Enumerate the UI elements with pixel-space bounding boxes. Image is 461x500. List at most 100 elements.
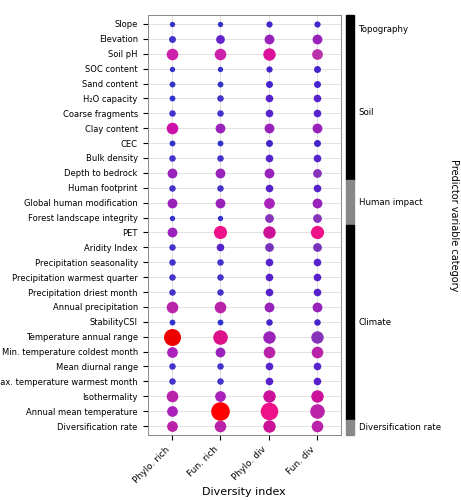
Point	[168, 214, 175, 222]
Point	[313, 362, 321, 370]
Point	[313, 94, 321, 102]
Point	[217, 64, 224, 72]
Point	[313, 214, 321, 222]
Point	[217, 50, 224, 58]
Point	[313, 332, 321, 340]
Point	[313, 318, 321, 326]
Point	[217, 80, 224, 88]
Point	[217, 154, 224, 162]
Point	[168, 332, 175, 340]
Point	[265, 214, 272, 222]
Point	[168, 94, 175, 102]
Point	[265, 154, 272, 162]
Point	[313, 50, 321, 58]
Point	[265, 20, 272, 28]
Text: Diversification rate: Diversification rate	[359, 423, 441, 432]
Point	[168, 35, 175, 43]
Point	[265, 244, 272, 252]
Point	[313, 303, 321, 311]
Point	[265, 258, 272, 266]
Point	[168, 258, 175, 266]
Point	[265, 378, 272, 386]
Point	[313, 258, 321, 266]
Point	[265, 124, 272, 132]
Point	[168, 80, 175, 88]
Point	[313, 35, 321, 43]
Point	[168, 362, 175, 370]
Point	[217, 244, 224, 252]
Point	[313, 139, 321, 147]
Point	[168, 273, 175, 281]
Point	[217, 362, 224, 370]
Point	[265, 362, 272, 370]
Point	[217, 273, 224, 281]
Point	[168, 244, 175, 252]
Point	[265, 228, 272, 236]
Point	[168, 392, 175, 400]
Point	[313, 244, 321, 252]
Point	[265, 35, 272, 43]
Point	[313, 110, 321, 118]
Text: Predictor variable category: Predictor variable category	[449, 159, 459, 291]
Point	[168, 110, 175, 118]
Point	[217, 318, 224, 326]
Point	[265, 198, 272, 206]
Point	[313, 124, 321, 132]
Point	[265, 139, 272, 147]
Point	[168, 50, 175, 58]
Point	[168, 288, 175, 296]
Point	[168, 228, 175, 236]
Point	[217, 198, 224, 206]
Point	[265, 184, 272, 192]
Point	[217, 378, 224, 386]
Point	[168, 139, 175, 147]
Point	[265, 348, 272, 356]
Point	[217, 94, 224, 102]
Point	[313, 64, 321, 72]
Point	[217, 348, 224, 356]
Point	[313, 184, 321, 192]
Point	[168, 169, 175, 177]
Point	[168, 124, 175, 132]
Point	[313, 378, 321, 386]
Point	[313, 273, 321, 281]
Point	[168, 184, 175, 192]
Point	[168, 422, 175, 430]
Point	[217, 258, 224, 266]
Point	[313, 80, 321, 88]
Point	[265, 273, 272, 281]
Point	[217, 228, 224, 236]
Point	[265, 94, 272, 102]
Point	[217, 110, 224, 118]
Point	[168, 318, 175, 326]
Point	[217, 392, 224, 400]
Point	[313, 198, 321, 206]
Point	[168, 348, 175, 356]
Point	[217, 303, 224, 311]
Point	[265, 407, 272, 415]
Point	[313, 422, 321, 430]
Point	[168, 20, 175, 28]
X-axis label: Diversity index: Diversity index	[202, 488, 286, 498]
Text: Human impact: Human impact	[359, 198, 422, 207]
Point	[168, 154, 175, 162]
Point	[217, 407, 224, 415]
Point	[217, 20, 224, 28]
Point	[265, 80, 272, 88]
Point	[313, 228, 321, 236]
Point	[265, 288, 272, 296]
Point	[265, 318, 272, 326]
Point	[217, 184, 224, 192]
Point	[168, 303, 175, 311]
Point	[217, 124, 224, 132]
Point	[265, 422, 272, 430]
Point	[313, 154, 321, 162]
Point	[168, 64, 175, 72]
Point	[265, 392, 272, 400]
Point	[313, 169, 321, 177]
Point	[313, 20, 321, 28]
Text: Topography: Topography	[359, 26, 409, 35]
Point	[168, 407, 175, 415]
Point	[265, 169, 272, 177]
Point	[217, 288, 224, 296]
